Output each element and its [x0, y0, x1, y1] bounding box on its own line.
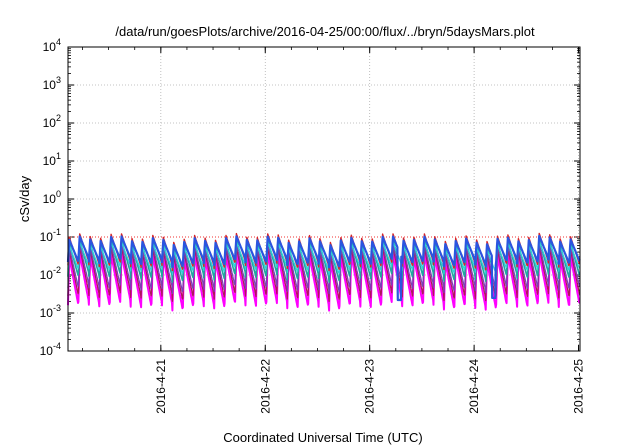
y-tick-label: 10-1	[40, 227, 61, 244]
x-tick-label: 2016-4-23	[363, 359, 377, 414]
series-group	[66, 232, 581, 312]
y-tick-label: 10-3	[40, 303, 61, 320]
axis-ticks: 10-4 10-3 10-2 10-1 100 101 102 103 104 2016-4-21…	[40, 37, 586, 414]
y-tick-label: 101	[43, 151, 61, 168]
x-tick-label: 2016-4-22	[258, 359, 272, 414]
x-tick-label: 2016-4-25	[572, 359, 586, 414]
y-axis-label: cSv/day	[17, 175, 32, 222]
plot-area-frame	[67, 46, 581, 352]
x-tick-label: 2016-4-21	[154, 359, 168, 414]
x-axis-label: Coordinated Universal Time (UTC)	[223, 430, 422, 445]
y-tick-label: 100	[43, 189, 61, 206]
grid-lines	[68, 47, 580, 351]
y-tick-label: 102	[43, 113, 61, 130]
y-tick-label: 104	[43, 37, 61, 54]
series-line	[67, 252, 581, 312]
y-tick-label: 10-4	[40, 341, 61, 358]
y-tick-label: 103	[43, 75, 61, 92]
y-tick-label: 10-2	[40, 265, 61, 282]
series-line	[66, 234, 581, 302]
x-tick-label: 2016-4-24	[467, 359, 481, 414]
chart-title: /data/run/goesPlots/archive/2016-04-25/0…	[115, 24, 535, 39]
